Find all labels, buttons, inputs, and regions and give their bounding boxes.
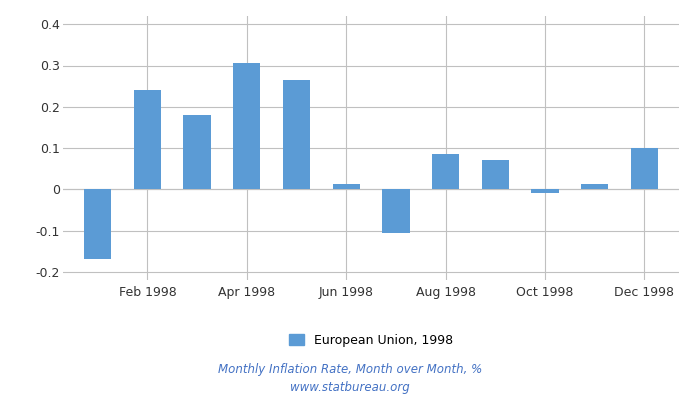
Bar xyxy=(332,184,360,189)
Bar xyxy=(233,64,260,189)
Bar xyxy=(631,148,658,189)
Bar xyxy=(531,189,559,193)
Text: Monthly Inflation Rate, Month over Month, %: Monthly Inflation Rate, Month over Month… xyxy=(218,364,482,376)
Bar xyxy=(134,90,161,189)
Bar xyxy=(432,154,459,189)
Bar xyxy=(183,115,211,189)
Bar xyxy=(382,189,410,232)
Bar xyxy=(482,160,509,189)
Text: www.statbureau.org: www.statbureau.org xyxy=(290,382,410,394)
Bar xyxy=(283,80,310,189)
Bar xyxy=(581,184,608,189)
Bar xyxy=(84,189,111,259)
Legend: European Union, 1998: European Union, 1998 xyxy=(289,334,453,347)
